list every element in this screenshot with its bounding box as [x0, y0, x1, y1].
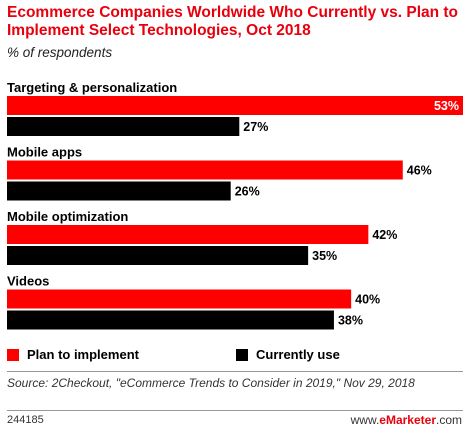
- data-label: 53%: [434, 99, 459, 113]
- data-label: 42%: [372, 228, 397, 242]
- data-label: 26%: [235, 185, 260, 199]
- chart-id: 244185: [7, 414, 44, 426]
- legend-label-current: Currently use: [256, 347, 340, 362]
- bar-plan: [7, 289, 352, 309]
- data-label: 40%: [355, 293, 380, 307]
- bar-plan: [7, 225, 369, 244]
- category-label: Targeting & personalization: [7, 80, 177, 95]
- chart-subtitle: % of respondents: [7, 45, 113, 60]
- legend-swatch-plan: [7, 348, 19, 361]
- data-label: 38%: [338, 314, 363, 328]
- brand-logo: www.eMarketer.com: [350, 413, 462, 427]
- bar-plan: [7, 160, 403, 180]
- chart-title: Ecommerce Companies Worldwide Who Curren…: [7, 4, 459, 39]
- divider-top: [7, 371, 463, 372]
- bar-current: [7, 117, 240, 136]
- bar-current: [7, 310, 334, 330]
- legend-item-plan: Plan to implement: [7, 347, 139, 362]
- bar-current: [7, 246, 309, 265]
- bar-plan: [7, 96, 463, 115]
- category-label: Mobile apps: [7, 145, 82, 160]
- data-label: 46%: [407, 164, 432, 178]
- legend-swatch-current: [236, 348, 248, 361]
- data-label: 27%: [243, 120, 268, 134]
- legend-label-plan: Plan to implement: [27, 347, 139, 362]
- divider-bottom: [7, 410, 463, 411]
- legend-item-current: Currently use: [236, 347, 340, 362]
- data-label: 35%: [312, 249, 337, 263]
- bar-current: [7, 181, 231, 201]
- category-label: Mobile optimization: [7, 209, 128, 224]
- bar-chart: Targeting & personalization 53% 27% Mobile …: [7, 80, 463, 330]
- source-note: Source: 2Checkout, "eCommerce Trends to …: [7, 376, 415, 390]
- category-label: Videos: [7, 274, 49, 289]
